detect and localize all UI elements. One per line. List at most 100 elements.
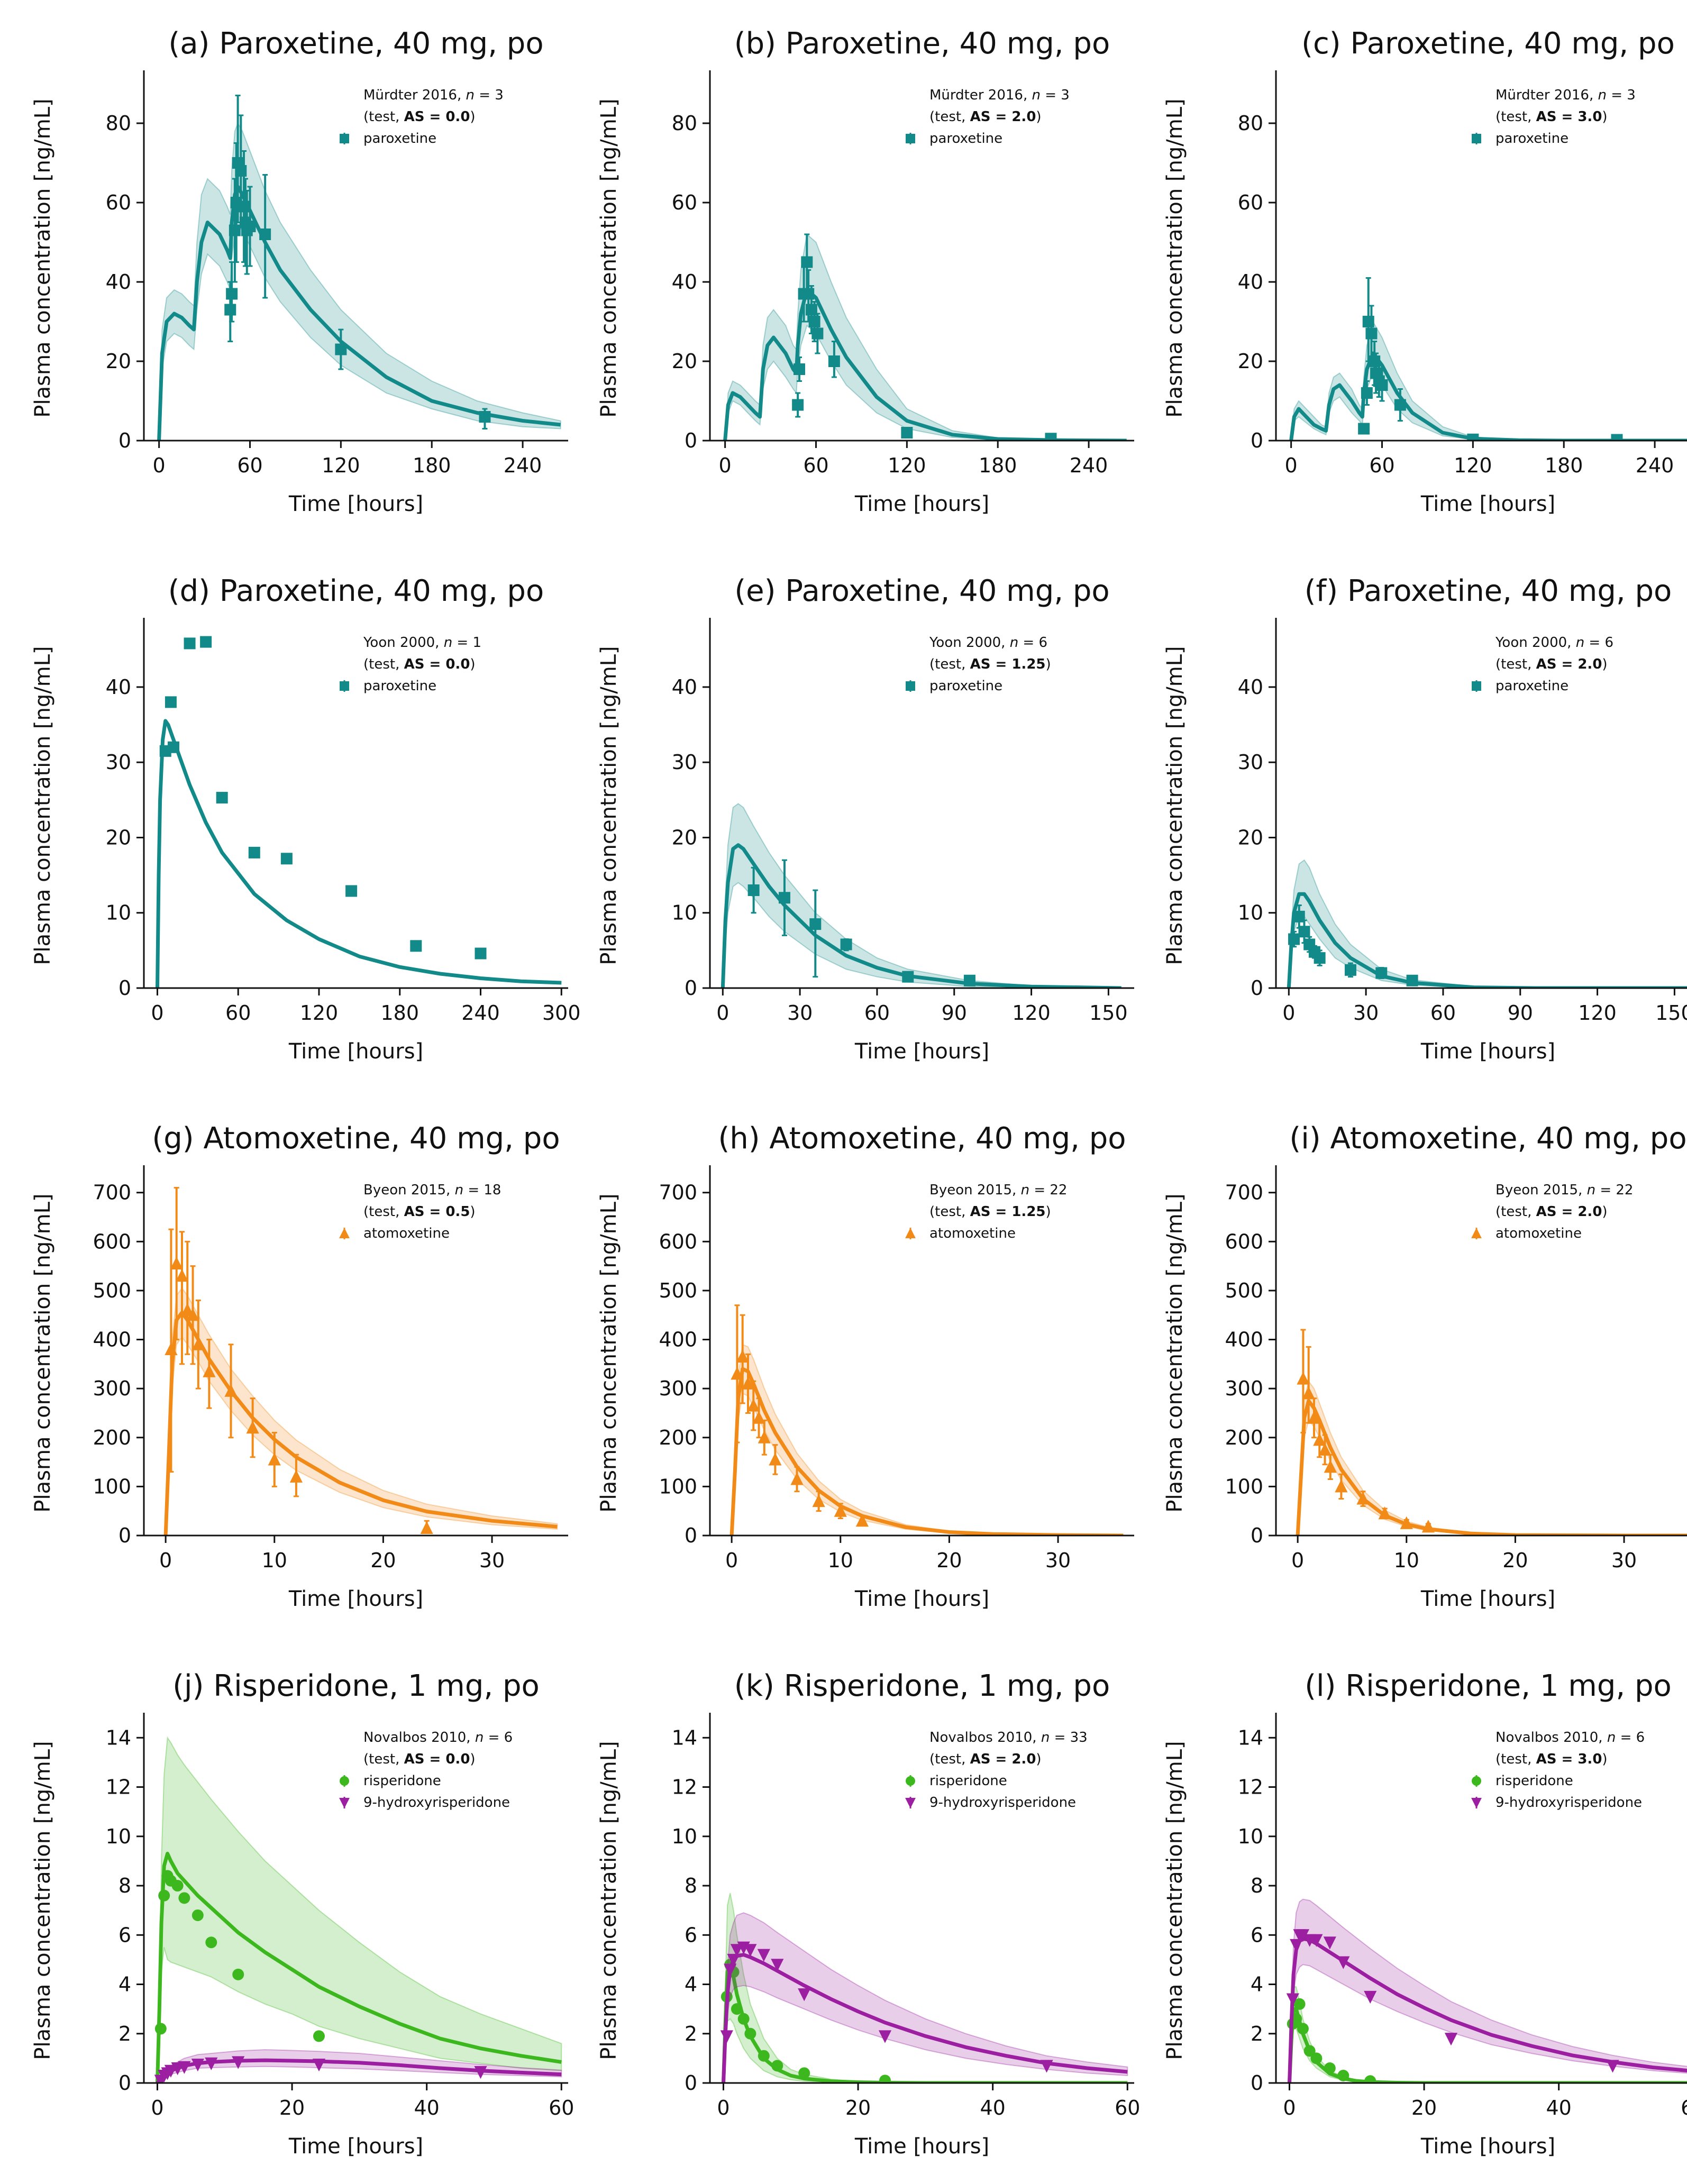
data-point [205, 2057, 218, 2070]
legend-entry: paroxetine [929, 131, 1002, 147]
data-point [200, 636, 212, 648]
x-tick-label: 60 [864, 1001, 890, 1025]
data-point [1471, 1798, 1482, 1808]
y-tick-label: 200 [1225, 1426, 1263, 1449]
y-axis-label: Plasma concentration [ng/mL] [597, 1741, 621, 2060]
x-tick-label: 0 [1283, 2096, 1296, 2119]
y-tick-label: 10 [1238, 1825, 1263, 1848]
data-point [1375, 967, 1388, 979]
data-point [1344, 964, 1356, 976]
y-tick-label: 500 [1225, 1279, 1263, 1302]
legend-entry: risperidone [1495, 1773, 1573, 1789]
y-tick-label: 0 [1251, 976, 1263, 1000]
data-point [905, 1228, 916, 1238]
panel-title: (g) Atomoxetine, 40 mg, po [152, 1121, 560, 1156]
data-point [244, 221, 256, 232]
y-tick-label: 300 [659, 1377, 697, 1400]
plot-area [721, 803, 1121, 988]
panel-title: (f) Paroxetine, 40 mg, po [1305, 574, 1672, 608]
data-point [335, 343, 347, 355]
data-point [191, 2059, 204, 2072]
legend-test: (test, AS = 3.0) [1495, 109, 1608, 125]
y-tick-label: 0 [685, 976, 697, 1000]
legend-study: Novalbos 2010, n = 6 [1495, 1730, 1645, 1746]
y-tick-label: 4 [685, 1973, 697, 1996]
legend-study: Yoon 2000, n = 6 [1495, 635, 1613, 651]
data-point [1290, 1939, 1303, 1952]
y-axis-label: Plasma concentration [ng/mL] [31, 646, 55, 965]
data-point [1293, 1998, 1306, 2010]
x-tick-label: 40 [414, 2096, 439, 2119]
model-line-paroxetine [1287, 892, 1687, 988]
legend-test: (test, AS = 1.25) [929, 656, 1051, 672]
legend-test: (test, AS = 2.0) [1495, 1204, 1608, 1220]
data-point [1361, 387, 1373, 399]
x-axis-label: Time [hours] [288, 492, 423, 516]
x-tick-label: 60 [1430, 1001, 1456, 1025]
legend-test: (test, AS = 0.0) [363, 109, 476, 125]
data-point [736, 1349, 749, 1363]
x-tick-label: 30 [1353, 1001, 1379, 1025]
legend: Mürdter 2016, n = 3 (test, AS = 0.0) parox… [340, 87, 504, 147]
x-tick-label: 40 [1546, 2096, 1571, 2119]
data-point [1318, 1442, 1332, 1456]
data-point [1302, 1386, 1315, 1400]
data-point [1297, 2023, 1309, 2035]
x-tick-label: 90 [942, 1001, 967, 1025]
data-point [757, 1949, 770, 1962]
x-tick-label: 30 [787, 1001, 813, 1025]
data-point [1310, 2052, 1323, 2064]
x-tick-label: 60 [1115, 2096, 1140, 2119]
data-point [905, 1798, 916, 1808]
legend-study: Yoon 2000, n = 6 [929, 635, 1047, 651]
y-tick-label: 500 [659, 1279, 697, 1302]
x-tick-label: 120 [888, 454, 926, 477]
data-point [901, 427, 913, 438]
x-axis-label: Time [hours] [854, 492, 989, 516]
data-point [855, 1514, 869, 1527]
legend-study: Byeon 2015, n = 22 [929, 1182, 1067, 1198]
legend-entry: risperidone [363, 1773, 441, 1789]
x-tick-label: 120 [1012, 1001, 1051, 1025]
panel-a: (a) Paroxetine, 40 mg, po 0 60 120 180 240 0 20… [31, 26, 568, 516]
x-tick-label: 20 [279, 2096, 305, 2119]
legend-entry: paroxetine [1495, 131, 1569, 147]
data-point [771, 2060, 783, 2072]
data-point [747, 884, 760, 897]
legend: Yoon 2000, n = 6 (test, AS = 1.25) paroxet… [906, 635, 1051, 694]
x-tick-label: 180 [979, 454, 1017, 477]
x-tick-label: 40 [980, 2096, 1005, 2119]
y-tick-label: 40 [106, 270, 131, 294]
legend-entry: atomoxetine [929, 1226, 1016, 1241]
y-tick-label: 20 [672, 826, 697, 849]
data-point [840, 938, 852, 951]
data-point [1323, 1936, 1336, 1950]
confidence-band-paroxetine [724, 233, 1127, 441]
x-tick-label: 60 [1681, 2096, 1687, 2119]
panel-k: (k) Risperidone, 1 mg, po 0 20 40 60 0 2 4 6 8 10 1… [597, 1669, 1140, 2159]
data-point [811, 327, 824, 340]
x-tick-label: 30 [479, 1549, 505, 1572]
y-tick-label: 4 [118, 1973, 131, 1996]
legend-test: (test, AS = 3.0) [1495, 1751, 1608, 1767]
y-axis-label: Plasma concentration [ng/mL] [1163, 98, 1187, 417]
y-axis-label: Plasma concentration [ng/mL] [31, 98, 55, 417]
data-point [170, 1256, 183, 1269]
data-point [345, 885, 358, 897]
x-axis-label: Time [hours] [288, 2134, 423, 2159]
y-axis-label: Plasma concentration [ng/mL] [31, 1741, 55, 2060]
panel-title: (b) Paroxetine, 40 mg, po [734, 26, 1110, 61]
panel-h: (h) Atomoxetine, 40 mg, po0 10 20 300100200… [597, 1121, 1134, 1611]
data-point [744, 1944, 757, 1957]
y-tick-label: 30 [106, 751, 131, 774]
data-point [1337, 2070, 1349, 2082]
data-point [1472, 134, 1481, 143]
y-tick-label: 100 [1225, 1475, 1263, 1498]
data-point [792, 399, 804, 411]
y-tick-label: 8 [685, 1874, 697, 1897]
data-point [1303, 2045, 1316, 2057]
x-tick-label: 120 [1454, 454, 1492, 477]
x-tick-label: 20 [1411, 2096, 1437, 2119]
legend: Novalbos 2010, n = 33 (test, AS = 2.0) ris… [905, 1730, 1088, 1811]
y-tick-label: 80 [672, 112, 697, 135]
